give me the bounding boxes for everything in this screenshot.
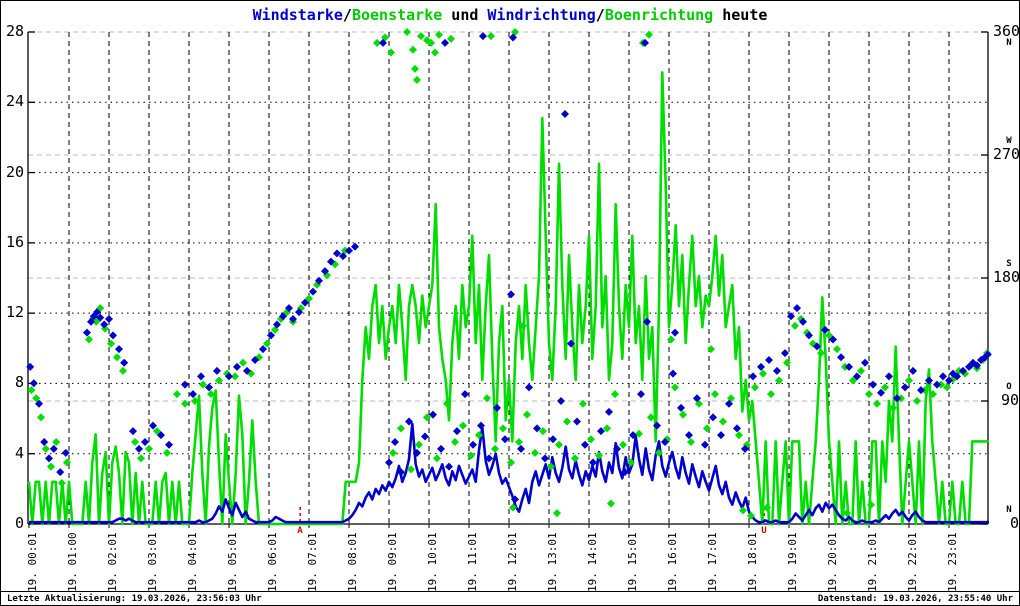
- y-left-tick-label: 20: [5, 162, 24, 181]
- title-slash-2: /: [595, 6, 605, 24]
- x-tick-label: 19. 04:01: [186, 532, 199, 592]
- y-left-tick-label: 12: [5, 303, 24, 322]
- y-left-tick-label: 0: [14, 514, 24, 532]
- title-boenstarke: Boenstarke: [351, 6, 443, 24]
- x-tick-label: 19. 22:01: [906, 532, 919, 592]
- x-tick-label: 19. 10:01: [426, 532, 439, 592]
- boenstarke-line: [27, 71, 989, 526]
- cardinal-label-s: S: [1006, 259, 1012, 269]
- x-tick-label: 19. 16:01: [666, 532, 679, 592]
- x-tick-label: 19. 20:01: [826, 532, 839, 592]
- title-boenrichtung: Boenrichtung: [604, 6, 714, 24]
- y-left-tick-label: 8: [14, 373, 24, 392]
- data-timestamp-text: Datenstand: 19.03.2026, 23:55:40 Uhr: [817, 593, 1013, 604]
- x-tick-label: 19. 05:01: [226, 532, 239, 592]
- title-slash-1: /: [342, 6, 352, 24]
- cardinal-label-w: W: [1006, 136, 1012, 146]
- y-left-tick-label: 16: [5, 232, 24, 251]
- x-tick-label: 19. 01:00: [66, 532, 79, 592]
- last-update-text: Letzte Aktualisierung: 19.03.2026, 23:56…: [7, 593, 262, 604]
- x-tick-label: 19. 03:01: [146, 532, 159, 592]
- y-right-tick-label: 90: [1000, 391, 1019, 409]
- x-tick-label: 19. 08:01: [346, 532, 359, 592]
- x-tick-label: 19. 12:01: [506, 532, 519, 592]
- x-tick-label: 19. 11:01: [466, 532, 479, 592]
- y-right-tick-label: 180: [993, 268, 1020, 286]
- x-tick-label: 19. 18:01: [746, 532, 759, 592]
- y-left-tick-label: 4: [14, 443, 24, 462]
- x-tick-label: 19. 06:01: [266, 532, 279, 592]
- chart-canvas: [26, 28, 992, 528]
- y-left-tick-label: 24: [5, 92, 24, 111]
- status-bar: Letzte Aktualisierung: 19.03.2026, 23:56…: [1, 591, 1019, 605]
- x-tick-label: 19. 00:01: [26, 532, 39, 592]
- cardinal-label-n: N: [1006, 505, 1012, 515]
- title-windrichtung: Windrichtung: [487, 6, 596, 24]
- y-left-tick-label: 28: [5, 22, 24, 40]
- title-windstarke: Windstarke: [252, 6, 343, 24]
- windstarke-line: [29, 422, 989, 524]
- x-tick-label: 19. 09:01: [386, 532, 399, 592]
- x-tick-label: 19. 02:01: [106, 532, 119, 592]
- x-tick-label: 19. 17:01: [706, 532, 719, 592]
- y-right-tick-label: 270: [993, 145, 1020, 163]
- sun-marker-label-A: A: [297, 526, 303, 536]
- x-tick-label: 19. 21:01: [866, 532, 879, 592]
- title-und: und: [442, 6, 488, 24]
- title-heute: heute: [713, 6, 768, 24]
- x-tick-label: 19. 13:01: [546, 532, 559, 592]
- chart-title: Windstarke/Boenstarke und Windrichtung/B…: [1, 6, 1019, 24]
- cardinal-label-o: O: [1006, 382, 1012, 392]
- x-tick-label: 19. 07:01: [306, 532, 319, 592]
- y-right-tick-label: 360: [993, 22, 1020, 40]
- cardinal-label-n: N: [1006, 38, 1012, 48]
- y-right-tick-label: 0: [1009, 514, 1019, 532]
- x-tick-label: 19. 15:01: [626, 532, 639, 592]
- x-tick-label: 19. 14:01: [586, 532, 599, 592]
- sun-marker-label-U: U: [761, 526, 767, 536]
- x-tick-label: 19. 23:01: [946, 532, 959, 592]
- x-tick-label: 19. 19:01: [786, 532, 799, 592]
